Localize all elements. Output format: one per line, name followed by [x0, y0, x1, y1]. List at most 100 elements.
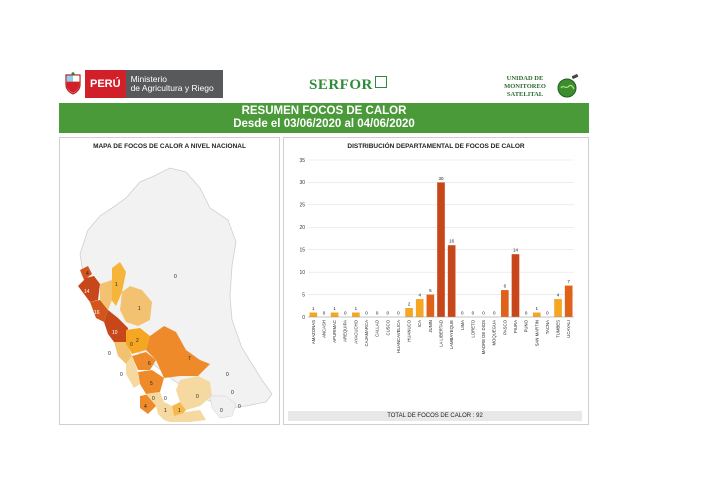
- map-region-ayacucho: [156, 402, 174, 420]
- bar-lambayeque: [447, 245, 456, 317]
- data-label: 2: [408, 302, 411, 307]
- x-tick-label: HUANCAVELICA: [396, 320, 401, 353]
- x-tick-label: APURIMAC: [332, 320, 337, 343]
- x-tick-label: LIMA: [460, 320, 465, 330]
- map-value: 0: [108, 351, 111, 357]
- data-label: 0: [365, 311, 368, 316]
- unit-line-1: UNIDAD DE: [506, 75, 544, 82]
- bar-san-martin: [532, 312, 541, 317]
- x-tick-label: PUNO: [524, 319, 529, 332]
- map-region-la-libertad: [104, 310, 128, 342]
- map-value: 14: [84, 289, 90, 295]
- data-label: 0: [397, 311, 400, 316]
- coat-of-arms-icon: [61, 70, 85, 98]
- bar-apurimac: [330, 312, 339, 317]
- x-tick-label: TACNA: [545, 320, 550, 334]
- ministry-label: Ministerio de Agricultura y Riego: [125, 70, 223, 98]
- x-tick-label: HUANUCO: [407, 319, 412, 341]
- map-value: 0: [220, 408, 223, 414]
- map-value: 6: [148, 361, 151, 367]
- ministry-line-2: de Agricultura y Riego: [130, 83, 214, 93]
- y-tick-label: 20: [299, 225, 305, 231]
- data-label: 1: [536, 306, 539, 311]
- map-value: 7: [188, 356, 191, 362]
- map-value: 4: [144, 404, 147, 410]
- x-tick-label: ICA: [417, 320, 422, 327]
- report-date-range: Desde el 03/06/2020 al 04/06/2020: [233, 118, 415, 130]
- data-label: 30: [438, 176, 444, 181]
- map-value: 2: [136, 338, 139, 344]
- data-label: 1: [333, 306, 336, 311]
- map-value: 10: [112, 330, 118, 336]
- government-logo: PERÚ Ministerio de Agricultura y Riego: [61, 70, 223, 98]
- bar-junin: [426, 294, 435, 317]
- map-value: 0: [238, 404, 241, 410]
- map-region-lima: [126, 356, 140, 388]
- data-label: 14: [513, 248, 519, 253]
- map-region-piura: [78, 276, 100, 302]
- y-axis: 0 5 10 15 20 25 30 35: [299, 158, 305, 321]
- x-tick-label: CUSCO: [385, 319, 390, 335]
- map-region-lambayeque: [90, 300, 108, 322]
- y-tick-label: 25: [299, 203, 305, 209]
- map-region-huancavelica: [146, 392, 164, 406]
- x-tick-label: SAN MARTIN: [534, 320, 539, 346]
- map-region-tumbes: [80, 266, 92, 280]
- data-label: 6: [504, 284, 507, 289]
- data-label: 0: [376, 311, 379, 316]
- data-label: 4: [418, 293, 421, 298]
- x-tick-label: PIURA: [513, 320, 518, 333]
- bar-tumbes: [554, 299, 562, 317]
- data-label: 0: [461, 311, 464, 316]
- bar-amazonas: [309, 312, 318, 317]
- map-region-ucayali: [146, 326, 210, 378]
- data-label: 0: [344, 311, 347, 316]
- data-label: 0: [472, 311, 475, 316]
- data-label: 0: [525, 311, 528, 316]
- x-tick-label: AREQUIPA: [343, 320, 348, 342]
- data-label: 0: [546, 311, 549, 316]
- map-value: 16: [94, 310, 100, 316]
- peru-heat-map: 4 14 16 1 1 10 0 0 0 2 6 7 0 5 0 0 4 1 1…: [78, 167, 273, 422]
- bar-la-libertad: [437, 182, 445, 317]
- bar-ucayali: [564, 285, 573, 317]
- y-tick-label: 0: [302, 315, 305, 321]
- chart-bars: 1 0 1 0 1 0 0 0 0 2 4 5 30 16 0 0 0 0 6 14 0 1 0 4 7: [309, 176, 573, 317]
- map-value: 0: [231, 390, 234, 396]
- y-tick-label: 15: [299, 248, 305, 254]
- map-title: MAPA DE FOCOS DE CALOR A NIVEL NACIONAL: [93, 143, 246, 150]
- data-label: 5: [429, 288, 432, 293]
- map-value: 0: [174, 274, 177, 280]
- monitoring-unit-label: UNIDAD DE MONITOREO SATELITAL: [499, 75, 551, 99]
- satellite-globe-icon: [557, 74, 579, 98]
- map-value: 1: [164, 408, 167, 414]
- map-panel: MAPA DE FOCOS DE CALOR A NIVEL NACIONAL …: [59, 137, 280, 425]
- ministry-line-1: Ministerio: [130, 74, 167, 84]
- y-tick-label: 5: [302, 292, 305, 298]
- x-tick-label: MOQUEGUA: [492, 320, 497, 346]
- unit-line-2: MONITOREO: [504, 83, 546, 90]
- data-label: 7: [567, 279, 570, 284]
- report: PERÚ Ministerio de Agricultura y Riego S…: [59, 66, 589, 425]
- total-label: TOTAL DE FOCOS DE CALOR : 92: [288, 411, 582, 421]
- x-tick-label: PASCO: [502, 319, 507, 334]
- bar-pasco: [501, 290, 509, 317]
- map-value: 0: [130, 342, 133, 348]
- y-tick-label: 30: [299, 180, 305, 186]
- map-value: 0: [152, 396, 155, 402]
- report-title: RESUMEN FOCOS DE CALOR: [241, 105, 407, 117]
- title-band: RESUMEN FOCOS DE CALOR Desde el 03/06/20…: [59, 103, 589, 133]
- country-label: PERÚ: [85, 70, 126, 98]
- map-region-puno: [209, 395, 237, 419]
- map-value: 0: [196, 394, 199, 400]
- bar-ayacucho: [352, 312, 360, 317]
- x-tick-label: ANCASH: [321, 320, 326, 338]
- data-label: 1: [312, 306, 315, 311]
- map-value: 4: [86, 271, 89, 277]
- chart-title: DISTRIBUCIÓN DEPARTAMENTAL DE FOCOS DE C…: [347, 143, 525, 150]
- map-region-cusco: [176, 376, 212, 410]
- map-region-ancash: [114, 342, 132, 364]
- agency-logo: SERFOR: [309, 76, 387, 94]
- data-label: 0: [493, 311, 496, 316]
